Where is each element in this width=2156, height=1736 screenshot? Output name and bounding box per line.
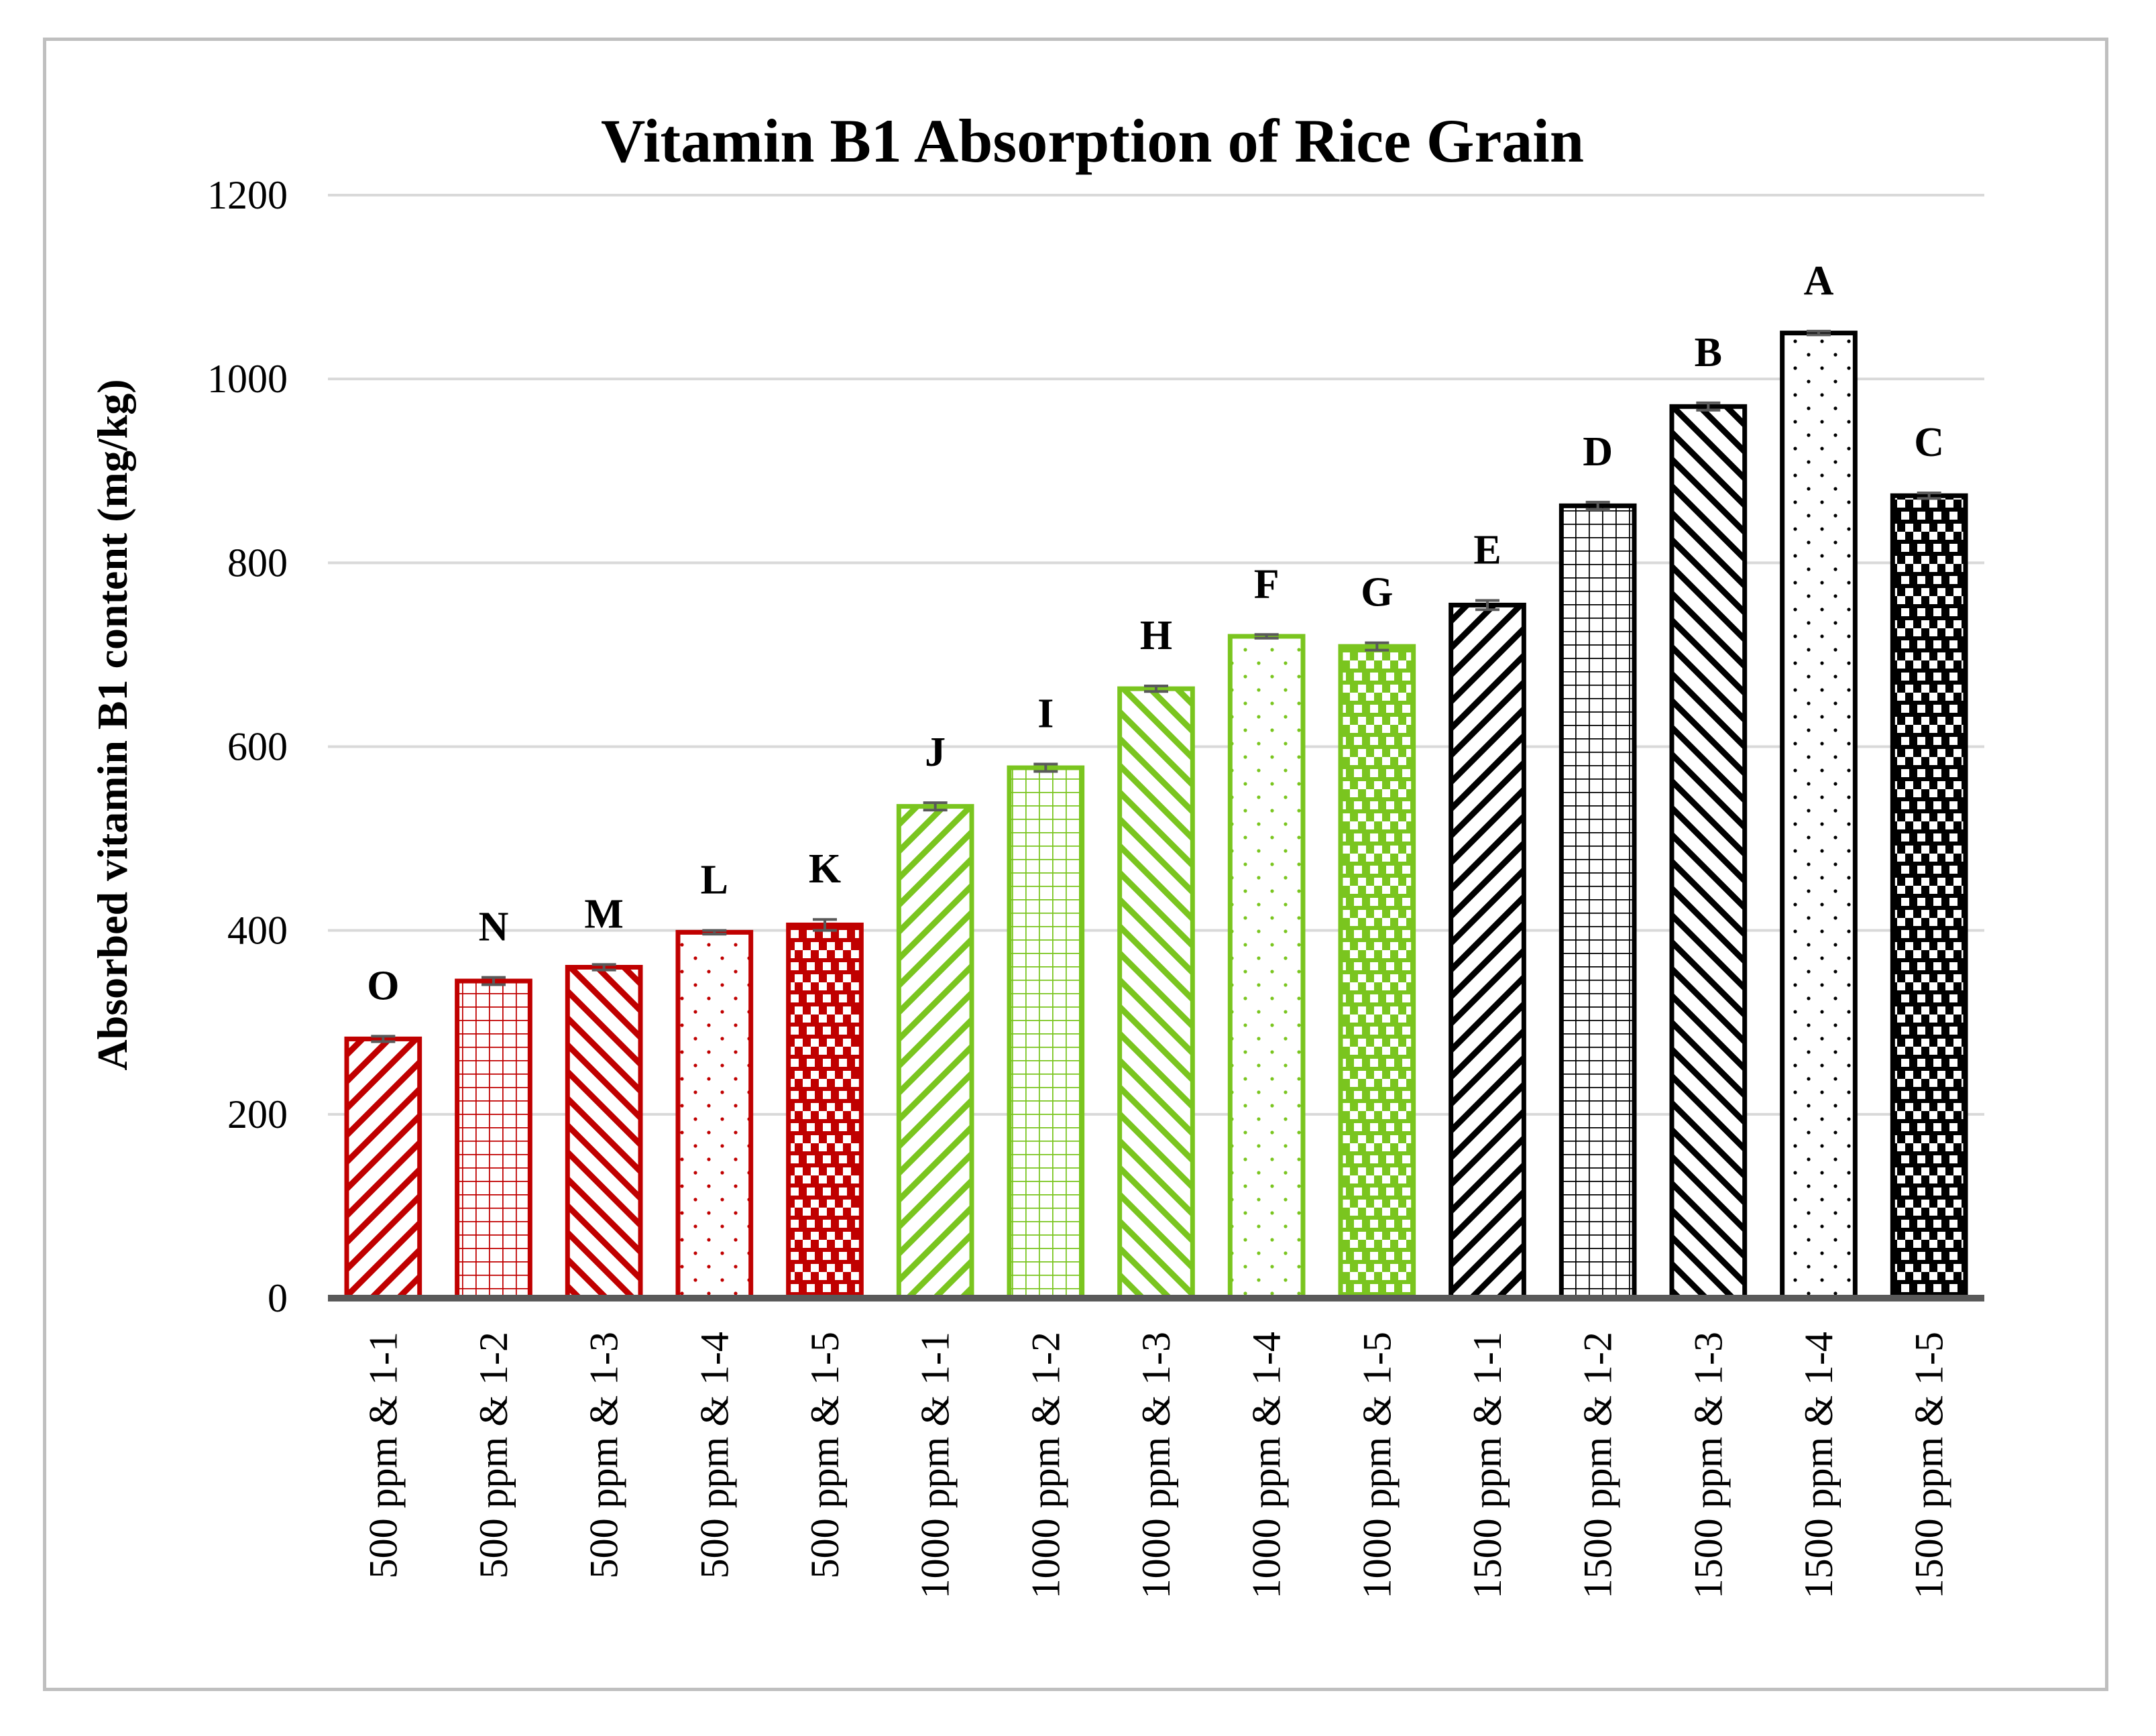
error-bar bbox=[1365, 641, 1389, 652]
x-tick-label: 1500 ppm & 1-2 bbox=[1576, 1332, 1620, 1599]
bar-6 bbox=[896, 804, 974, 1301]
bar-chart: Vitamin B1 Absorption of Rice Grain 0 200… bbox=[89, 107, 1984, 1599]
data-labels: O N M L K J I H F G E D B A C bbox=[367, 258, 1944, 1008]
error-bar bbox=[1917, 491, 1941, 500]
data-label: K bbox=[809, 846, 841, 892]
data-label: E bbox=[1473, 528, 1501, 573]
error-bar bbox=[702, 929, 727, 936]
x-tick-label: 500 ppm & 1-5 bbox=[803, 1332, 847, 1578]
error-bar bbox=[481, 976, 506, 986]
data-label: A bbox=[1804, 258, 1834, 304]
bar-10 bbox=[1338, 644, 1416, 1301]
data-label: H bbox=[1140, 613, 1172, 658]
data-label: C bbox=[1914, 420, 1944, 465]
y-tick-label: 200 bbox=[227, 1092, 288, 1137]
bar-5 bbox=[786, 922, 864, 1301]
x-tick-label: 1500 ppm & 1-3 bbox=[1686, 1332, 1730, 1599]
bar-2 bbox=[455, 978, 532, 1301]
x-tick-label: 1500 ppm & 1-4 bbox=[1797, 1332, 1841, 1599]
y-axis-ticks: 0 200 400 600 800 1000 1200 bbox=[207, 173, 288, 1320]
x-tick-label: 1000 ppm & 1-1 bbox=[913, 1332, 958, 1599]
data-label: F bbox=[1254, 561, 1280, 607]
x-tick-label: 500 ppm & 1-2 bbox=[471, 1332, 516, 1578]
bar-9 bbox=[1227, 634, 1306, 1301]
x-tick-label: 1000 ppm & 1-5 bbox=[1355, 1332, 1399, 1599]
error-bar bbox=[1033, 762, 1058, 773]
data-label: G bbox=[1361, 570, 1393, 616]
data-label: M bbox=[584, 891, 624, 937]
chart-frame: Vitamin B1 Absorption of Rice Grain 0 200… bbox=[43, 38, 2108, 1691]
x-tick-label: 1500 ppm & 1-1 bbox=[1465, 1332, 1510, 1599]
data-label: I bbox=[1037, 691, 1054, 737]
x-tick-label: 1000 ppm & 1-4 bbox=[1245, 1332, 1289, 1599]
bar-13 bbox=[1669, 404, 1748, 1301]
y-axis-title: Absorbed vitamin B1 content (mg/kg) bbox=[89, 379, 136, 1070]
error-bar bbox=[1696, 401, 1721, 412]
x-tick-label: 1500 ppm & 1-5 bbox=[1907, 1332, 1951, 1599]
x-tick-label: 1000 ppm & 1-2 bbox=[1023, 1332, 1068, 1599]
y-tick-label: 600 bbox=[227, 725, 288, 769]
x-tick-label: 500 ppm & 1-1 bbox=[361, 1332, 405, 1578]
y-tick-label: 0 bbox=[268, 1276, 288, 1320]
bar-14 bbox=[1780, 331, 1858, 1301]
error-bar bbox=[1475, 599, 1499, 612]
data-label: J bbox=[925, 730, 946, 775]
bar-12 bbox=[1558, 503, 1637, 1301]
bar-15 bbox=[1890, 493, 1968, 1301]
x-axis-category-labels: 500 ppm & 1-1 500 ppm & 1-2 500 ppm & 1-3 5… bbox=[361, 1332, 1951, 1599]
error-bar bbox=[1807, 329, 1831, 337]
x-tick-label: 1000 ppm & 1-3 bbox=[1134, 1332, 1178, 1599]
data-label: N bbox=[479, 905, 509, 950]
y-tick-label: 1000 bbox=[207, 357, 288, 401]
data-label: D bbox=[1583, 429, 1613, 475]
bar-4 bbox=[675, 929, 754, 1301]
bar-11 bbox=[1449, 602, 1526, 1301]
x-tick-label: 500 ppm & 1-3 bbox=[582, 1332, 626, 1578]
error-bars bbox=[371, 329, 1941, 1043]
error-bar bbox=[371, 1035, 396, 1043]
data-label: L bbox=[701, 858, 728, 903]
error-bar bbox=[1144, 685, 1168, 693]
y-tick-label: 1200 bbox=[207, 173, 288, 217]
error-bar bbox=[1254, 633, 1279, 640]
bar-7 bbox=[1007, 765, 1085, 1301]
bars bbox=[344, 331, 1968, 1301]
error-bar bbox=[1585, 500, 1610, 511]
bar-8 bbox=[1117, 686, 1195, 1301]
error-bar bbox=[591, 963, 616, 972]
error-bar bbox=[813, 918, 837, 932]
y-tick-label: 800 bbox=[227, 540, 288, 585]
chart-title: Vitamin B1 Absorption of Rice Grain bbox=[601, 107, 1584, 175]
y-tick-label: 400 bbox=[227, 909, 288, 953]
bar-1 bbox=[344, 1036, 422, 1301]
x-tick-label: 500 ppm & 1-4 bbox=[692, 1332, 736, 1578]
data-label: O bbox=[367, 963, 399, 1008]
error-bar bbox=[923, 801, 948, 812]
data-label: B bbox=[1695, 330, 1722, 375]
bar-3 bbox=[565, 965, 643, 1301]
